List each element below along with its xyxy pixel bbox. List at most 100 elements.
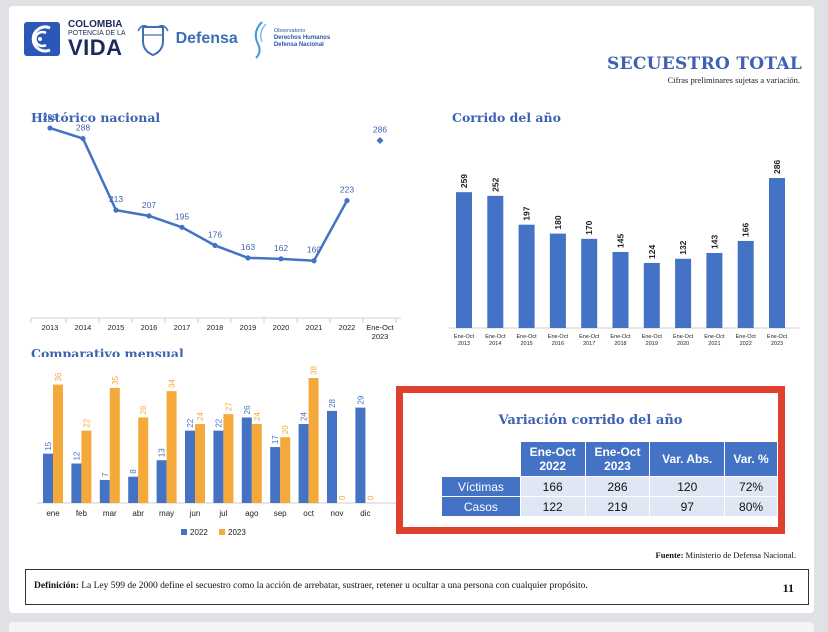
line-data-label: 176 — [208, 229, 222, 239]
line-series-path — [49, 126, 349, 263]
line-point — [113, 207, 119, 213]
line-x-tick-label: 2013 — [42, 323, 59, 332]
grouped-bar-label: 24 — [196, 412, 205, 421]
grouped-bar-label: 15 — [44, 441, 53, 450]
table-cell: 80% — [724, 496, 778, 517]
grouped-bar — [109, 387, 120, 503]
bar — [706, 253, 723, 328]
observatorio-logo-icon — [254, 21, 267, 59]
coat-of-arms-icon — [136, 24, 169, 57]
line-data-label: 195 — [175, 211, 189, 221]
line-data-label: 288 — [76, 123, 90, 133]
colombia-logo-text: COLOMBIA POTENCIA DE LA VIDA — [68, 19, 126, 59]
grouped-bar — [223, 414, 234, 503]
line-point — [146, 213, 152, 219]
bar — [769, 178, 785, 328]
grouped-bar-label: 22 — [186, 418, 195, 427]
grouped-bar-label: 8 — [129, 469, 138, 474]
line-x-tick-label: 2020 — [273, 323, 290, 332]
variacion-header: Var. Abs. — [649, 441, 726, 477]
grouped-bar — [43, 453, 53, 503]
line-data-label: 223 — [340, 185, 354, 195]
grouped-x-tick-label: oct — [303, 509, 314, 518]
bar-data-label: 145 — [616, 233, 626, 247]
variacion-header: Ene-Oct 2022 — [519, 441, 586, 477]
bar-data-label: 170 — [584, 220, 594, 234]
variacion-header: Var. % — [724, 441, 778, 477]
bar-x-tick-label: 2020 — [677, 341, 689, 347]
variacion-corner — [442, 442, 521, 477]
line-point — [179, 224, 185, 230]
line-data-label: 163 — [241, 242, 255, 252]
grouped-bar — [241, 417, 252, 503]
line-point — [278, 256, 284, 262]
grouped-x-tick-label: ene — [46, 509, 60, 518]
line-data-label: 299 — [43, 112, 57, 122]
line-point — [80, 135, 86, 142]
bar-x-tick-label: Ene-Oct — [579, 334, 600, 340]
grouped-bar-label: 13 — [158, 448, 167, 457]
bar-x-tick-label: 2021 — [708, 341, 720, 347]
legend-swatch — [219, 529, 225, 535]
row-label: Casos — [441, 496, 521, 517]
bar-x-tick-label: Ene-Oct — [704, 334, 725, 340]
grouped-bar-label: 36 — [54, 372, 63, 381]
defensa-label: Defensa — [175, 30, 238, 47]
grouped-bar-label: 38 — [310, 366, 319, 375]
grouped-bar — [81, 430, 92, 503]
bar-x-tick-label: Ene-Oct — [767, 334, 788, 340]
bar-data-label: 252 — [490, 177, 500, 191]
grouped-bar — [156, 460, 167, 503]
bar-x-tick-label: Ene-Oct — [673, 334, 694, 340]
source-text: Ministerio de Defensa Nacional. — [685, 550, 796, 560]
bar-x-tick-label: 2015 — [520, 341, 532, 347]
observatorio-text: Observatorio Derechos Humanos Defensa Na… — [274, 29, 330, 48]
line-data-label: 213 — [109, 194, 123, 204]
grouped-x-tick-label: nov — [331, 509, 344, 518]
definition-label: Definición: — [34, 581, 79, 591]
line-x-tick-label: 2015 — [108, 323, 125, 332]
bar — [737, 240, 754, 328]
grouped-bar — [166, 391, 177, 503]
source-label: Fuente: — [655, 550, 684, 560]
grouped-bar-label: 26 — [243, 405, 252, 414]
variacion-header-row: Ene-Oct 2022 Ene-Oct 2023 Var. Abs. Var.… — [442, 441, 778, 477]
bar-x-tick-label: 2019 — [646, 341, 658, 347]
bar — [518, 224, 535, 328]
line-point — [212, 242, 218, 249]
grouped-x-tick-label: feb — [76, 509, 88, 518]
grouped-bar-label: 22 — [214, 418, 223, 427]
obs-line1: Observatorio — [273, 28, 306, 35]
bar-data-label: 132 — [678, 240, 688, 254]
line-point — [245, 255, 251, 261]
line-x-tick-label: 2018 — [207, 323, 224, 332]
grouped-bar — [99, 479, 110, 503]
bar-x-tick-label: Ene-Oct — [548, 334, 569, 340]
grouped-bar-label: 22 — [82, 418, 91, 427]
bar-x-tick-label: Ene-Oct — [454, 334, 475, 340]
variacion-header: Ene-Oct 2023 — [584, 441, 651, 477]
grouped-bar — [251, 424, 262, 503]
grouped-x-tick-label: may — [159, 509, 174, 518]
corrido-title: Corrido del año — [452, 110, 561, 125]
grouped-bar-label: 0 — [366, 495, 375, 500]
variacion-title: Variación corrido del año — [498, 413, 683, 428]
bar-data-label: 180 — [553, 215, 563, 229]
grouped-bar-label: 34 — [168, 379, 177, 388]
grouped-bar-label: 27 — [224, 402, 233, 411]
grouped-bar — [327, 410, 337, 503]
table-cell: 219 — [584, 496, 651, 517]
bar-data-label: 166 — [741, 222, 751, 236]
bar — [675, 258, 692, 328]
legend-swatch — [181, 529, 187, 535]
bar-x-tick-label: Ene-Oct — [517, 334, 538, 340]
bar — [487, 195, 504, 328]
line-data-label: 207 — [142, 200, 156, 210]
grouped-bar-label: 20 — [281, 425, 290, 434]
table-cell: 120 — [649, 476, 726, 497]
definition-text: Definición: La Ley 599 de 2000 define el… — [34, 581, 588, 591]
line-x-tick-label: 2022 — [339, 323, 356, 332]
line-x-tick-label: 2016 — [141, 323, 158, 332]
grouped-bar-label: 12 — [72, 451, 81, 460]
